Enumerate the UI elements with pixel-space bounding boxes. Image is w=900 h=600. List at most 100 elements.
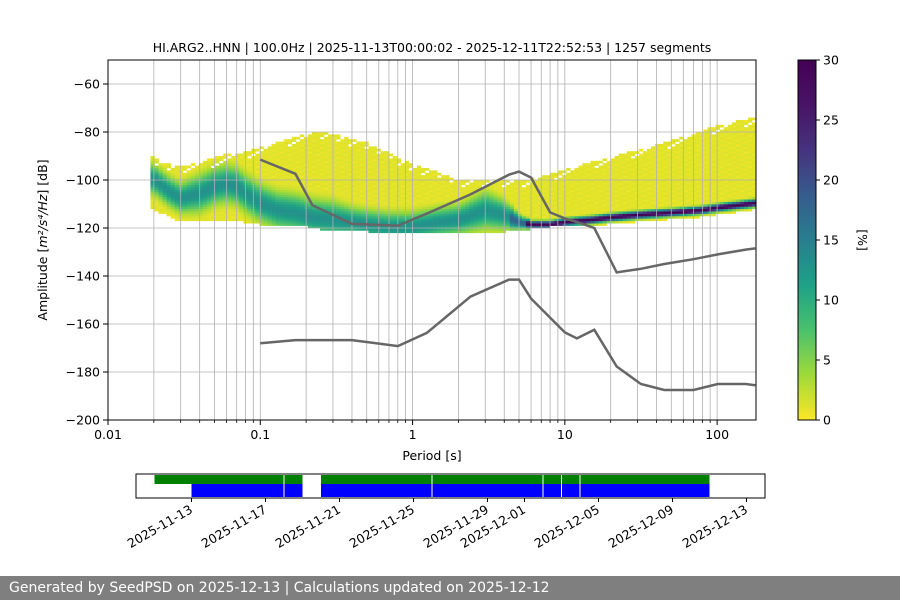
heatmap-cell: [586, 192, 591, 195]
heatmap-cell: [731, 165, 737, 169]
heatmap-cell: [699, 170, 704, 174]
heatmap-cell: [566, 194, 571, 198]
heatmap-cell: [630, 192, 636, 195]
heatmap-cell: [489, 184, 494, 188]
heatmap-cell: [227, 201, 232, 205]
heatmap-cell: [380, 199, 385, 202]
heatmap-cell: [465, 180, 470, 183]
heatmap-cell: [457, 213, 462, 217]
heatmap-cell: [247, 168, 252, 171]
heatmap-cell: [679, 177, 684, 181]
heatmap-cell: [340, 148, 345, 152]
heatmap-cell: [473, 220, 478, 224]
heatmap-cell: [578, 182, 583, 186]
heatmap-cell: [747, 156, 753, 159]
heatmap-cell: [239, 199, 244, 202]
heatmap-cell: [150, 175, 155, 178]
timeline-blue-segment: [543, 484, 710, 497]
heatmap-cell: [182, 208, 188, 212]
heatmap-cell: [461, 182, 466, 186]
heatmap-cell: [550, 216, 555, 219]
heatmap-cell: [602, 192, 607, 195]
heatmap-cell: [481, 204, 486, 207]
heatmap-cell: [368, 151, 373, 154]
heatmap-cell: [315, 194, 321, 198]
heatmap-cell: [703, 194, 708, 198]
heatmap-cell: [291, 211, 297, 214]
heatmap-cell: [626, 211, 632, 214]
heatmap-cell: [449, 199, 454, 202]
heatmap-cell: [558, 211, 563, 214]
colorbar-band: [798, 192, 816, 196]
heatmap-cell: [223, 165, 228, 169]
heatmap-cell: [445, 184, 450, 188]
heatmap-cell: [154, 204, 159, 207]
heatmap-cell: [340, 187, 345, 190]
heatmap-cells: [150, 117, 757, 234]
heatmap-cell: [219, 216, 224, 219]
colorbar-tick-label: 20: [823, 173, 839, 188]
colorbar-gradient: [798, 60, 816, 421]
heatmap-cell: [271, 170, 276, 174]
heatmap-cell: [675, 153, 680, 157]
heatmap-cell: [416, 199, 422, 202]
heatmap-cell: [453, 230, 458, 234]
heatmap-cell: [735, 134, 741, 138]
heatmap-cell: [344, 182, 349, 186]
heatmap-cell: [586, 199, 591, 202]
heatmap-cell: [707, 156, 712, 159]
heatmap-cell: [606, 192, 611, 195]
heatmap-cell: [259, 168, 264, 171]
heatmap-cell: [311, 180, 317, 183]
heatmap-cell: [299, 218, 305, 222]
heatmap-cell: [723, 175, 729, 178]
heatmap-cell: [546, 199, 551, 202]
heatmap-cell: [622, 213, 628, 217]
heatmap-cell: [659, 177, 664, 181]
heatmap-cell: [263, 201, 268, 205]
heatmap-cell: [711, 151, 716, 154]
heatmap-cell: [715, 144, 720, 147]
heatmap-cell: [215, 213, 220, 217]
heatmap-cell: [651, 156, 656, 159]
heatmap-cell: [719, 158, 725, 162]
heatmap-cell: [743, 141, 749, 145]
heatmap-cell: [311, 220, 317, 224]
heatmap-cell: [655, 170, 660, 174]
heatmap-cell: [368, 220, 373, 224]
heatmap-cell: [461, 225, 466, 229]
heatmap-cell: [219, 189, 224, 193]
heatmap-cell: [368, 180, 373, 183]
heatmap-cell: [663, 156, 668, 159]
heatmap-cell: [227, 168, 232, 171]
heatmap-cell: [683, 204, 688, 207]
heatmap-cell: [610, 206, 616, 210]
colorbar-band: [798, 411, 816, 415]
heatmap-cell: [647, 168, 652, 171]
heatmap-cell: [739, 196, 745, 200]
heatmap-cell: [227, 180, 232, 183]
heatmap-cell: [388, 192, 393, 195]
heatmap-cell: [320, 148, 325, 152]
heatmap-cell: [751, 141, 757, 145]
heatmap-cell: [630, 168, 636, 171]
heatmap-cell: [259, 211, 264, 214]
heatmap-cell: [558, 189, 563, 193]
heatmap-cell: [586, 220, 591, 224]
heatmap-cell: [719, 144, 725, 147]
colorbar-band: [798, 126, 816, 130]
heatmap-cell: [542, 184, 547, 188]
heatmap-cell: [477, 230, 482, 234]
heatmap-cell: [186, 187, 192, 190]
heatmap-cell: [275, 216, 280, 219]
heatmap-cell: [315, 211, 321, 214]
heatmap-cell: [751, 144, 757, 147]
heatmap-cell: [602, 199, 607, 202]
heatmap-cell: [315, 156, 321, 159]
heatmap-cell: [550, 218, 555, 222]
heatmap-cell: [675, 201, 680, 205]
heatmap-cell: [449, 230, 454, 234]
heatmap-cell: [433, 230, 438, 234]
heatmap-cell: [223, 160, 228, 164]
heatmap-cell: [299, 177, 305, 181]
